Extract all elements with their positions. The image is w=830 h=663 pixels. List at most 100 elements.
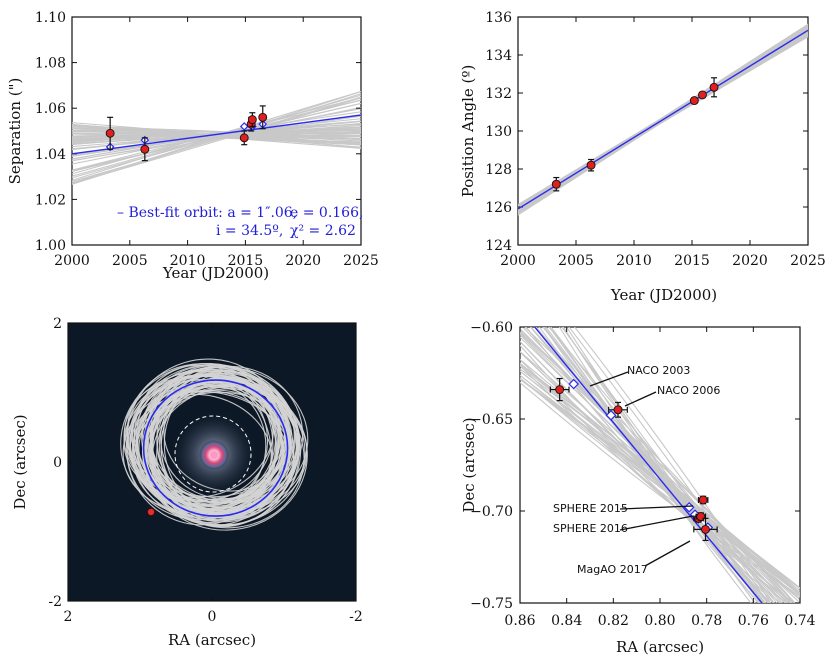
orbit-sample-line (523, 327, 792, 603)
axis-ticks: 0.86 0.84 0.82 0.80 0.78 0.76 0.74 −0.75 −0.70 −0… (470, 320, 816, 629)
data-point (698, 495, 708, 505)
legend-line-2: i = 34.5º, (216, 223, 283, 239)
orbit-sample-line (545, 327, 766, 603)
best-fit-curve (72, 114, 361, 155)
orbit-sample-line (72, 125, 361, 140)
y-tick-label: 0 (53, 455, 62, 471)
y-tick-label: 1.10 (35, 10, 66, 26)
x-tick-label: 2010 (616, 253, 652, 269)
epoch-annotations: NACO 2003 NACO 2006 SPHERE 2015 SPHERE 2016… (553, 364, 720, 576)
annotation-label: NACO 2006 (657, 384, 720, 397)
x-tick-label: 0.74 (784, 613, 815, 629)
orbit-sample-ellipse (163, 372, 298, 519)
x-tick-label: 0.78 (691, 613, 722, 629)
annotation-label: SPHERE 2016 (553, 522, 628, 535)
x-tick-label: 2005 (112, 253, 148, 269)
y-tick-label: 1.04 (35, 147, 66, 163)
sky-image (120, 358, 309, 531)
panel-position-angle: 2000 2005 2010 2015 2020 2025 124 126 128 130 132 1… (459, 10, 826, 304)
model-point (239, 122, 249, 131)
x-tick-label: 0.80 (644, 613, 675, 629)
best-fit-line (72, 114, 361, 155)
legend-line-2b: χ² = 2.62 (290, 223, 356, 239)
orbit-sample-line (520, 358, 791, 603)
y-axis-label: Position Angle (º) (459, 65, 477, 198)
annotation-leader (619, 505, 694, 510)
y-tick-label: 134 (485, 48, 512, 64)
orbit-sample-line (520, 362, 800, 601)
orbit-sample-line (520, 368, 800, 592)
annotation-leader (619, 515, 694, 531)
annotation-leader (624, 391, 657, 407)
orbit-sample-line (525, 327, 772, 603)
best-fit-line (533, 327, 763, 603)
y-tick-label: 132 (485, 86, 512, 102)
orbit-sample-line (72, 115, 361, 162)
orbit-sample-line (568, 327, 769, 603)
y-tick-label: 1.06 (35, 101, 66, 117)
x-tick-label: 2020 (285, 253, 321, 269)
x-tick-label: 2015 (674, 253, 710, 269)
y-axis-label: Separation (") (6, 78, 24, 185)
x-tick-label: -2 (349, 609, 363, 625)
annotation-label: SPHERE 2015 (553, 502, 628, 515)
y-tick-label: −0.75 (470, 596, 513, 612)
data-point (105, 128, 115, 138)
data-point (701, 524, 710, 534)
data-point (709, 82, 719, 92)
data-point (689, 96, 699, 106)
x-axis-label: RA (arcsec) (616, 638, 704, 656)
orbit-sample-line (520, 351, 793, 603)
x-tick-label: 0.84 (551, 613, 582, 629)
data-point (551, 179, 561, 189)
axis-ticks: 2000 2005 2010 2015 2020 2025 124 126 128 130 132 1… (485, 10, 826, 269)
best-fit-orbit (142, 379, 289, 517)
x-tick-label: 2 (64, 609, 73, 625)
y-axis-label: Dec (arcsec) (460, 417, 478, 512)
y-tick-label: 130 (485, 124, 512, 140)
data-point (258, 112, 268, 122)
x-tick-label: 0 (208, 609, 217, 625)
y-tick-label: 1.02 (35, 192, 66, 208)
panel-relative-astrometry: 0.86 0.84 0.82 0.80 0.78 0.76 0.74 −0.75 −0.70 −0… (460, 320, 816, 656)
annotation-leader (589, 371, 629, 387)
orbit-sample-line (520, 378, 800, 589)
orbit-sample-line (520, 332, 793, 603)
x-tick-label: 2025 (343, 253, 379, 269)
inner-working-angle-circle (174, 415, 252, 493)
annotation-leader (644, 540, 691, 567)
data-point (140, 144, 150, 154)
orbit-sample-ellipse (131, 369, 277, 506)
data-point (697, 90, 707, 100)
x-tick-label: 2000 (500, 253, 536, 269)
x-tick-label: 0.86 (504, 613, 535, 629)
y-tick-label: 2 (53, 316, 62, 332)
orbit-sample-line (542, 327, 770, 603)
data-point (586, 160, 596, 170)
legend-line-1b: e = 0.166, (290, 205, 363, 221)
best-fit-line (518, 29, 808, 210)
x-tick-label: 2015 (228, 253, 264, 269)
host-star-core (210, 451, 218, 459)
annotation-label: NACO 2003 (627, 364, 690, 377)
orbit-sample-line (72, 120, 361, 156)
x-axis-label: Year (JD2000) (162, 264, 269, 282)
data-point (247, 115, 257, 125)
y-tick-label: 126 (485, 200, 512, 216)
axis-ticks: 2 0 -2 -2 0 2 (48, 316, 362, 625)
panel-separation: 2000 2005 2010 2015 2020 2025 1.00 1.02 1.04 1.06… (6, 10, 379, 282)
x-tick-label: 2025 (790, 253, 826, 269)
x-tick-label: 2010 (170, 253, 206, 269)
best-fit-curve (518, 29, 808, 210)
companion-marker (147, 508, 155, 516)
orbit-sample-line (72, 97, 361, 185)
x-tick-label: 2000 (54, 253, 90, 269)
data-point (239, 133, 249, 143)
orbit-sample-line (520, 344, 782, 603)
orbit-samples (520, 327, 800, 603)
observations (549, 377, 718, 542)
y-tick-label: −0.60 (470, 320, 513, 336)
y-axis-label: Dec (arcsec) (11, 414, 29, 509)
x-tick-label: 0.76 (738, 613, 769, 629)
